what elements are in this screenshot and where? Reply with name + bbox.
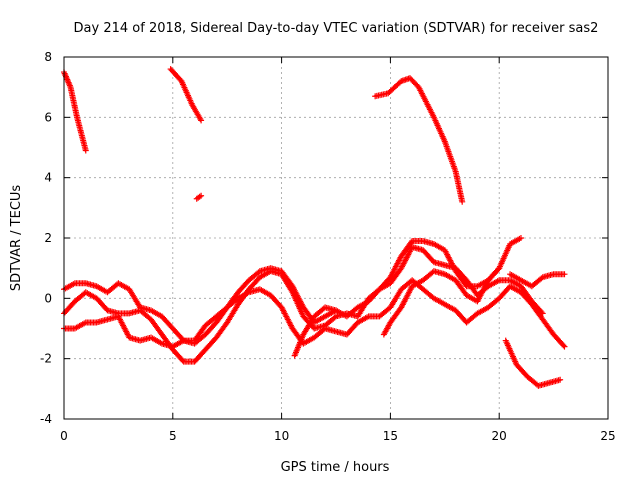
series-track-7	[380, 265, 503, 338]
data-point	[82, 147, 89, 154]
y-tick-label: -2	[40, 352, 52, 366]
series-track-5	[502, 337, 564, 389]
data-point	[557, 376, 564, 383]
chart-title: Day 214 of 2018, Sidereal Day-to-day VTE…	[74, 21, 599, 36]
series-arc-a	[61, 69, 89, 154]
x-tick-label: 25	[600, 429, 615, 443]
data-point	[561, 271, 568, 278]
data-point	[459, 198, 466, 205]
axis-ticks: 0 5 10 15 20 25 -4 -2 0 2 4 6 8	[40, 50, 616, 443]
series-track-2	[61, 244, 546, 365]
x-tick-label: 0	[60, 429, 68, 443]
data-point	[495, 266, 502, 273]
data-point	[198, 192, 205, 199]
series-arc-b	[167, 66, 205, 124]
y-tick-label: 8	[44, 50, 52, 64]
data-point	[517, 235, 524, 241]
x-tick-label: 10	[274, 429, 289, 443]
series-arc-c	[193, 192, 205, 202]
data-point	[198, 117, 205, 124]
data-point	[179, 357, 186, 364]
y-axis-label: SDTVAR / TECUs	[9, 185, 24, 292]
y-tick-label: 4	[44, 171, 52, 185]
series-track-3	[61, 277, 568, 350]
grid	[64, 57, 608, 419]
y-tick-label: 0	[44, 291, 52, 305]
series-arc-d	[372, 75, 466, 205]
series-track-6	[291, 304, 339, 359]
x-tick-label: 20	[492, 429, 507, 443]
data-points	[61, 66, 568, 389]
x-axis-label: GPS time / hours	[281, 460, 390, 475]
y-tick-label: 6	[44, 110, 52, 124]
series-track-4	[507, 271, 568, 290]
data-point	[496, 265, 503, 272]
data-point	[560, 342, 567, 349]
series-track-1	[61, 235, 524, 347]
x-tick-label: 15	[383, 429, 398, 443]
data-point	[333, 307, 339, 314]
x-tick-label: 5	[169, 429, 177, 443]
y-tick-label: -4	[40, 412, 52, 426]
y-tick-label: 2	[44, 231, 52, 245]
data-point	[561, 343, 568, 350]
